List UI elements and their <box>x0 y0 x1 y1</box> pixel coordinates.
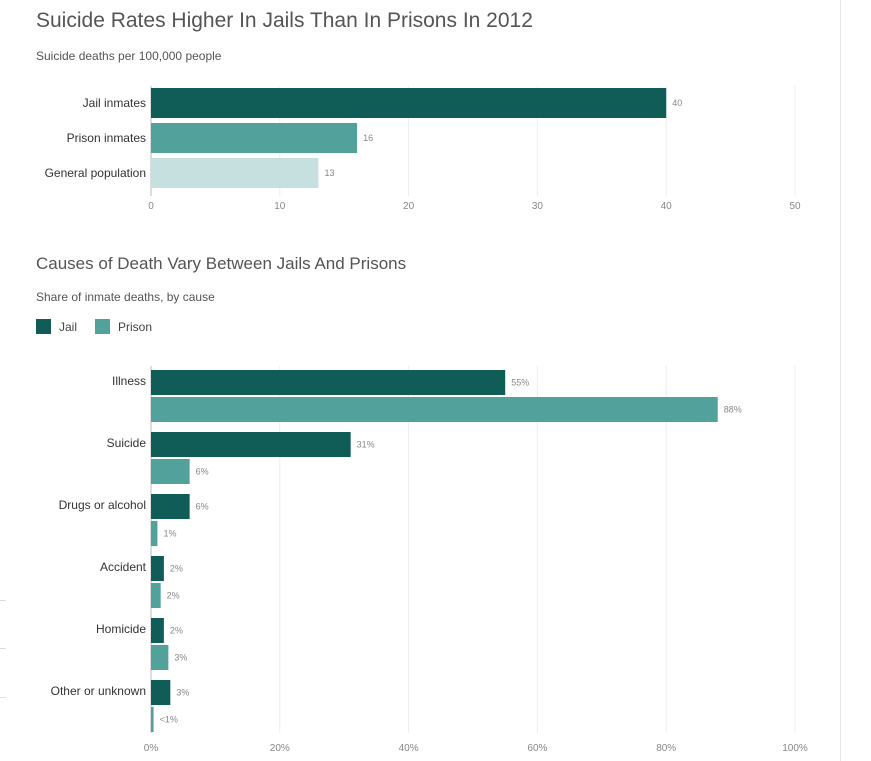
value-label: 2% <box>170 564 183 574</box>
chart2-legend: Jail Prison <box>36 319 170 334</box>
edge-mark <box>0 697 6 698</box>
bar-general-population <box>151 158 319 188</box>
value-label: 3% <box>176 688 189 698</box>
chart2-svg: 0% 20% 40% 60% 80% 100% Illness 55% 88% Suicide 31… <box>51 366 808 754</box>
value-label: 2% <box>170 626 183 636</box>
x-tick-label: 80% <box>656 743 676 754</box>
value-label: 6% <box>196 502 209 512</box>
category-label: Illness <box>112 374 146 388</box>
bar-prison-accident <box>151 583 161 608</box>
value-label: 16 <box>363 133 373 143</box>
category-label: Prison inmates <box>67 131 146 145</box>
value-label: 88% <box>724 405 742 415</box>
chart2-subtitle: Share of inmate deaths, by cause <box>36 290 215 304</box>
x-tick-label: 10 <box>274 201 286 212</box>
edge-mark <box>0 648 6 649</box>
category-label: Other or unknown <box>51 684 146 698</box>
x-tick-label: 40% <box>399 743 419 754</box>
page-divider-line <box>840 0 841 761</box>
chart1-subtitle: Suicide deaths per 100,000 people <box>36 49 222 63</box>
legend-item-jail[interactable]: Jail <box>36 319 77 334</box>
bar-jail-drugs-or-alcohol <box>151 494 190 519</box>
value-label: 31% <box>357 440 375 450</box>
category-label: Accident <box>100 560 147 574</box>
bar-jail-other-or-unknown <box>151 680 171 705</box>
bar-prison-illness <box>151 397 718 422</box>
category-label: Homicide <box>96 622 146 636</box>
legend-label-jail: Jail <box>59 319 78 334</box>
category-label: Suicide <box>107 436 147 450</box>
x-tick-label: 0% <box>144 743 159 754</box>
bar-jail-suicide <box>151 432 351 457</box>
legend-item-prison[interactable]: Prison <box>95 319 152 334</box>
bar-prison-drugs-or-alcohol <box>151 521 158 546</box>
category-label: General population <box>45 166 146 180</box>
x-tick-label: 40 <box>661 201 673 212</box>
bar-jail-homicide <box>151 618 164 643</box>
legend-swatch-prison <box>95 319 111 334</box>
x-tick-label: 20% <box>270 743 290 754</box>
x-tick-label: 100% <box>782 743 808 754</box>
bar-jail-inmates <box>151 88 667 118</box>
chart1-svg: 0 10 20 30 40 50 Jail inmates 40 Prison inmates 1… <box>45 86 801 212</box>
category-label: Jail inmates <box>83 96 146 110</box>
value-label: 3% <box>174 653 187 663</box>
x-tick-label: 20 <box>403 201 415 212</box>
x-tick-label: 0 <box>148 201 154 212</box>
legend-label-prison: Prison <box>118 319 153 334</box>
legend-swatch-jail <box>36 319 51 334</box>
value-label: <1% <box>160 715 178 725</box>
bar-prison-other-or-unknown <box>151 707 154 732</box>
bar-prison-inmates <box>151 123 358 153</box>
value-label: 1% <box>163 529 176 539</box>
value-label: 13 <box>324 168 334 178</box>
bar-prison-homicide <box>151 645 169 670</box>
edge-mark <box>0 600 6 601</box>
value-label: 6% <box>196 467 209 477</box>
value-label: 2% <box>167 591 180 601</box>
category-label: Drugs or alcohol <box>59 498 146 512</box>
bar-jail-illness <box>151 370 506 395</box>
chart2-title: Causes of Death Vary Between Jails And P… <box>36 254 407 273</box>
x-tick-label: 60% <box>527 743 547 754</box>
x-tick-label: 30 <box>532 201 544 212</box>
bar-jail-accident <box>151 556 164 581</box>
value-label: 55% <box>511 378 529 388</box>
value-label: 40 <box>672 98 682 108</box>
bar-prison-suicide <box>151 459 190 484</box>
x-tick-label: 50 <box>789 201 801 212</box>
chart1-title: Suicide Rates Higher In Jails Than In Pr… <box>36 9 533 32</box>
